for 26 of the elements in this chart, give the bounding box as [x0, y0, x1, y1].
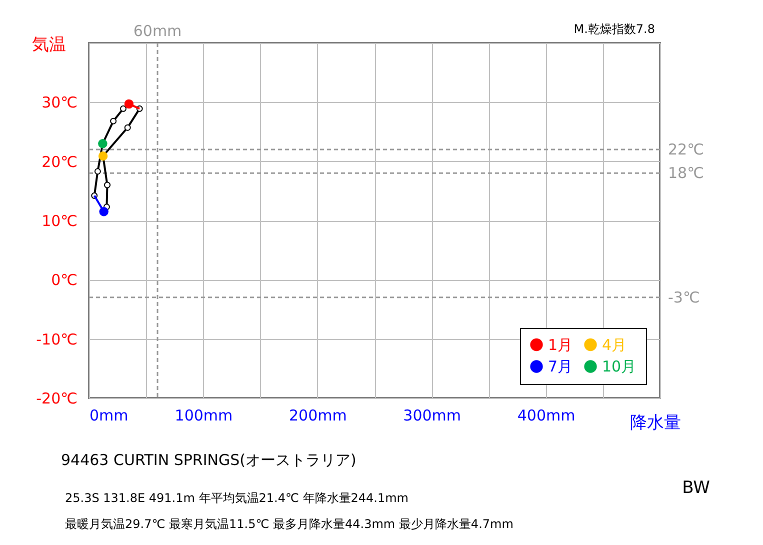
y-axis-title: 気温: [32, 35, 66, 55]
x-tick-label: 200mm: [288, 406, 347, 424]
y-tick-label: -20℃: [36, 390, 78, 408]
y-tick-label: 20℃: [42, 152, 78, 171]
x-axis-title: 降水量: [630, 413, 681, 433]
y-tick-label: 0℃: [51, 271, 78, 290]
ref-line-label: 18℃: [668, 164, 704, 182]
x-tick-label: 0mm: [90, 406, 128, 424]
text: BW: [682, 478, 710, 498]
x-tick-label: 400mm: [517, 406, 576, 424]
legend-label: 7月: [548, 358, 573, 376]
text: 25.3S 131.8E 491.1m 年平均気温21.4℃ 年降水量244.1mm: [65, 491, 408, 505]
legend-label: 4月: [602, 336, 627, 354]
legend-label: 10月: [602, 358, 636, 376]
ref-line-label: -3℃: [668, 288, 700, 306]
text: 最暖月気温29.7℃ 最寒月気温11.5℃ 最多月降水量44.3mm 最少月降水量4.7mm: [65, 517, 514, 531]
text: M.乾燥指数7.8: [574, 22, 655, 36]
y-tick-label: 10℃: [42, 212, 78, 230]
ref-line-label: 22℃: [668, 140, 704, 158]
y-tick-label: -10℃: [36, 330, 78, 348]
x-tick-label: 300mm: [403, 406, 462, 424]
y-tick-label: 30℃: [42, 94, 78, 112]
ref-line-label: 60mm: [133, 22, 182, 40]
legend-label: 1月: [548, 336, 573, 354]
x-tick-label: 100mm: [174, 406, 233, 424]
text: 94463 CURTIN SPRINGS(オーストラリア): [61, 451, 356, 469]
